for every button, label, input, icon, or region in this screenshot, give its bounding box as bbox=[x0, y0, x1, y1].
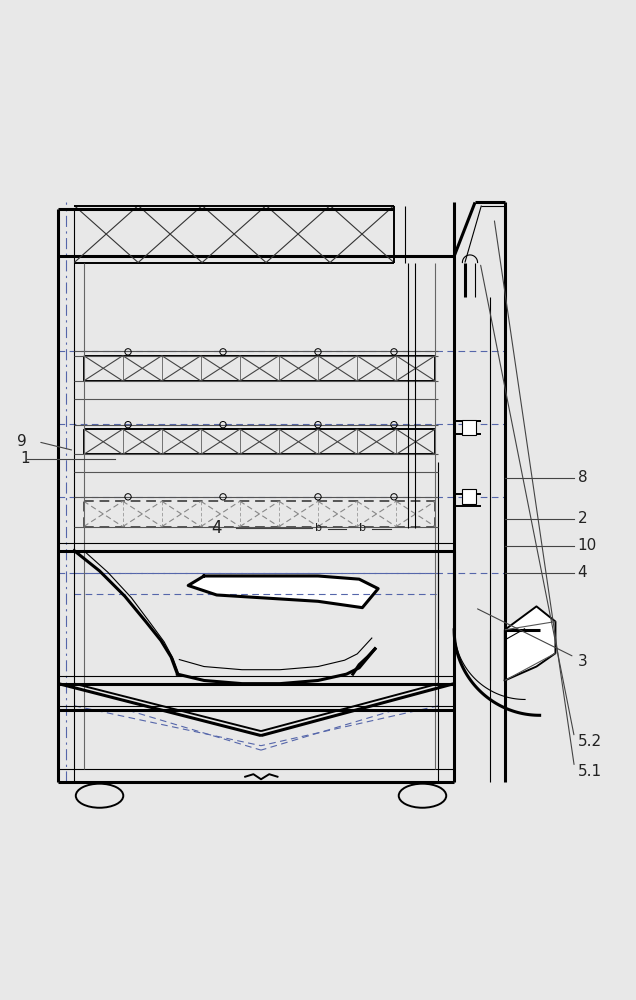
Polygon shape bbox=[505, 606, 555, 680]
Text: 3: 3 bbox=[577, 654, 588, 669]
Text: b: b bbox=[315, 523, 322, 533]
Bar bbox=[462, 420, 476, 435]
Bar bbox=[462, 489, 476, 504]
Text: 8: 8 bbox=[577, 470, 587, 485]
Text: 10: 10 bbox=[577, 538, 597, 553]
Text: b: b bbox=[359, 523, 366, 533]
Polygon shape bbox=[188, 576, 378, 608]
Text: 9: 9 bbox=[17, 434, 27, 449]
Text: 5.2: 5.2 bbox=[577, 734, 602, 749]
Text: 5.1: 5.1 bbox=[577, 764, 602, 779]
Text: 1: 1 bbox=[20, 451, 30, 466]
Text: 2: 2 bbox=[577, 511, 587, 526]
Text: 4: 4 bbox=[577, 565, 587, 580]
Text: $\it{4}$: $\it{4}$ bbox=[211, 519, 223, 537]
